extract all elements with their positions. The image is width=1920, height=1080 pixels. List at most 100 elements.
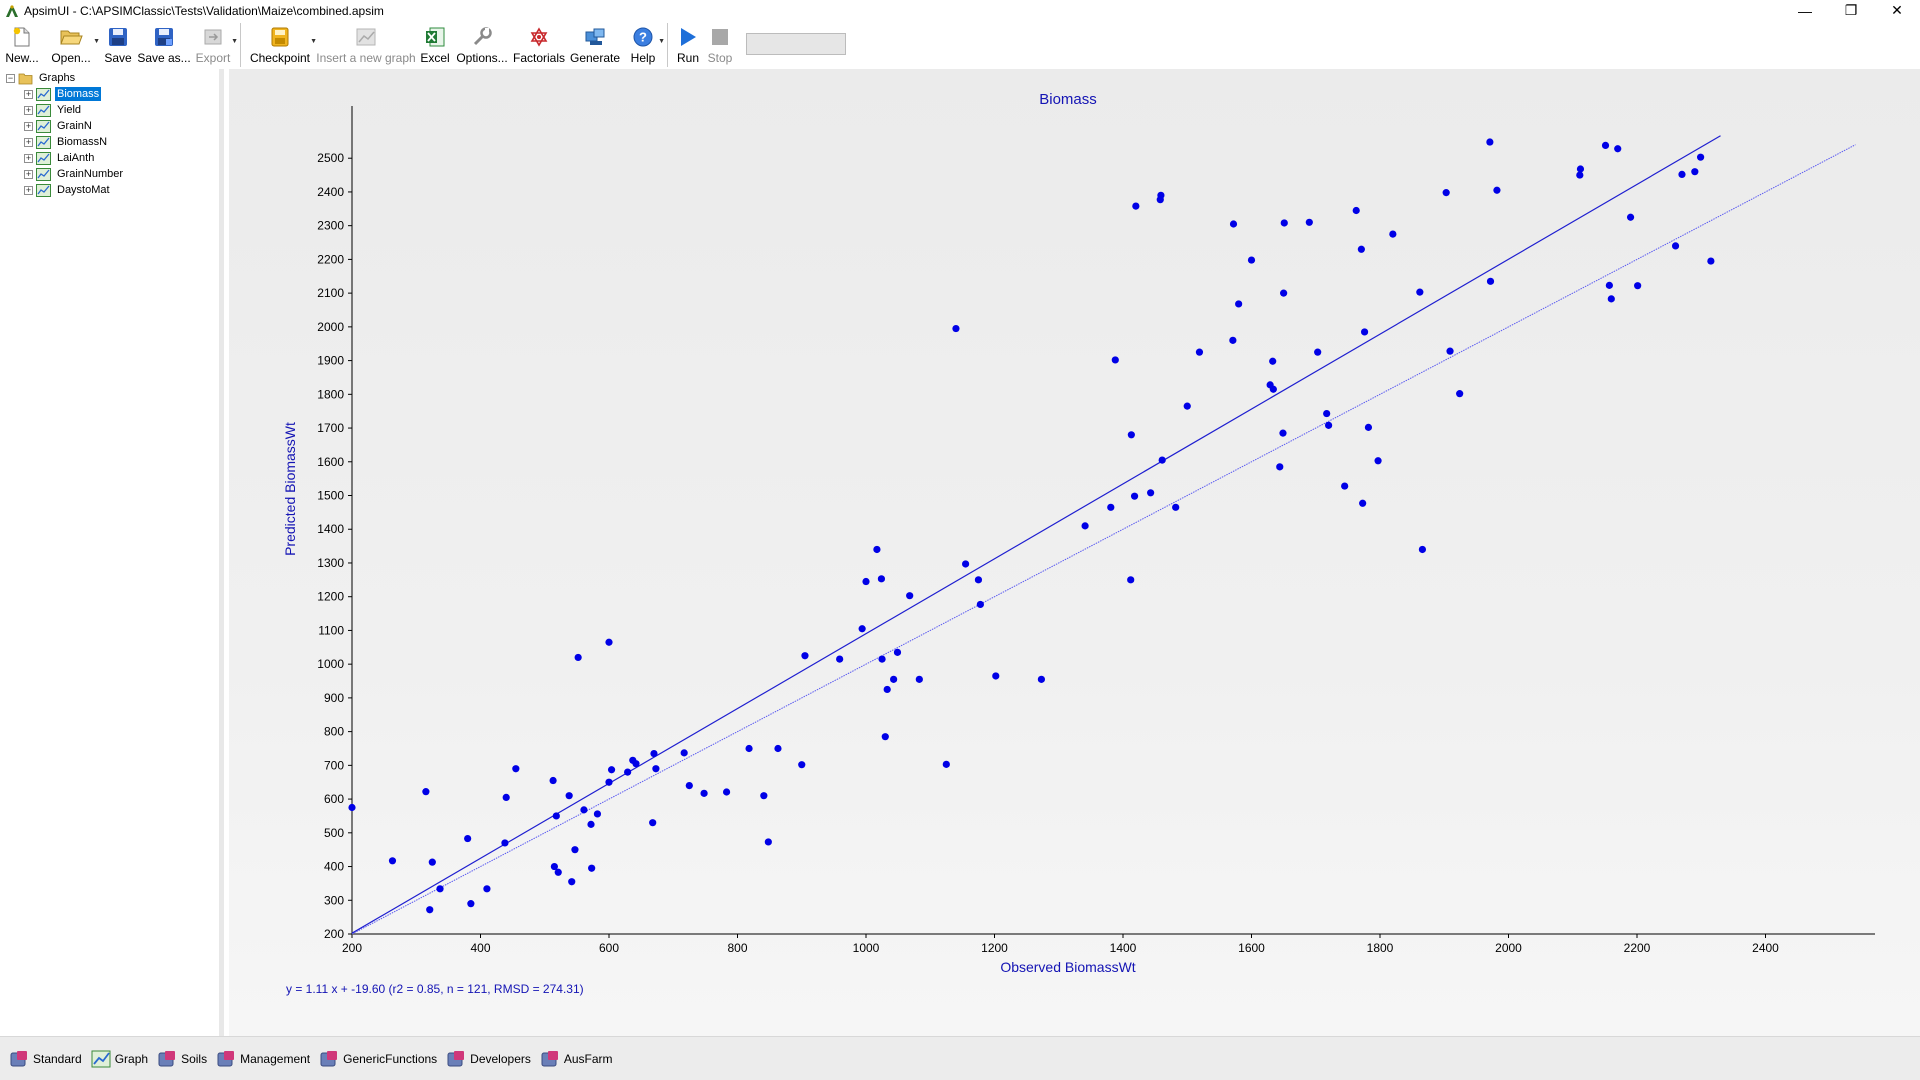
help-button[interactable]: ? Help ▼ (623, 21, 665, 69)
open-label: Open... (51, 51, 91, 65)
tree-item-graph[interactable]: + GrainNumber (0, 166, 219, 182)
toolbar-separator (240, 23, 241, 67)
graph-icon (36, 103, 52, 117)
data-point (1183, 402, 1191, 410)
data-point (680, 749, 688, 757)
excel-button[interactable]: Excel (417, 21, 453, 69)
data-point (1305, 218, 1313, 226)
restore-button[interactable]: ❐ (1844, 2, 1858, 18)
expand-icon[interactable]: + (24, 184, 33, 195)
tab-label: Developers (470, 1051, 531, 1066)
options-button[interactable]: Options... (453, 21, 511, 69)
x-tick-label: 2400 (1752, 941, 1779, 955)
data-point (593, 810, 602, 818)
data-point (1486, 138, 1494, 146)
tab-genericfunctions[interactable]: GenericFunctions (314, 1044, 441, 1074)
tab-developers[interactable]: Developers (441, 1044, 535, 1074)
save-button[interactable]: Save (98, 21, 138, 69)
new-button[interactable]: New... (0, 21, 44, 69)
data-point (1605, 281, 1613, 289)
data-point (1314, 348, 1322, 356)
help-label: Help (630, 51, 656, 65)
data-point (650, 749, 658, 758)
excel-label: Excel (420, 51, 450, 65)
export-dropdown-icon[interactable]: ▼ (231, 38, 238, 45)
data-point (588, 864, 596, 872)
data-point (801, 652, 809, 660)
data-point (652, 765, 660, 773)
tree-root-graphs[interactable]: − Graphs (0, 70, 219, 86)
checkpoint-dropdown-icon[interactable]: ▼ (310, 38, 317, 45)
svg-text:?: ? (639, 30, 647, 45)
data-point (1229, 220, 1238, 228)
data-point (1195, 348, 1204, 356)
expand-icon[interactable]: + (24, 136, 33, 147)
data-point (483, 885, 491, 893)
stop-label: Stop (707, 51, 733, 65)
collapse-icon[interactable]: − (6, 72, 15, 83)
graph-icon (36, 183, 52, 197)
tree-item-graph[interactable]: + Yield (0, 102, 219, 118)
data-point (388, 857, 397, 865)
simulation-tree: − Graphs + Biomass + Yield + GrainN + BiomassN +… (0, 69, 224, 1036)
expand-icon[interactable]: + (24, 88, 33, 99)
open-folder-icon (59, 25, 83, 49)
data-point (1416, 288, 1424, 296)
expand-icon[interactable]: + (24, 152, 33, 163)
tree-item-label: Yield (57, 104, 82, 116)
x-tick-label: 1600 (1238, 941, 1265, 955)
toolbox-icon (318, 1048, 340, 1070)
tab-graph[interactable]: Graph (86, 1044, 152, 1074)
tab-ausfarm[interactable]: AusFarm (535, 1044, 617, 1074)
x-tick-label: 2200 (1624, 941, 1651, 955)
expand-icon[interactable]: + (24, 168, 33, 179)
x-tick-label: 1800 (1367, 941, 1394, 955)
tree-item-graph[interactable]: + DaystoMat (0, 182, 219, 198)
help-dropdown-icon[interactable]: ▼ (658, 38, 665, 45)
save-as-button[interactable]: Save as... (137, 21, 191, 69)
run-button[interactable]: Run (672, 21, 704, 69)
data-point (624, 768, 632, 776)
y-tick-label: 2500 (317, 151, 344, 165)
x-tick-label: 200 (342, 941, 362, 955)
expand-icon[interactable]: + (24, 120, 33, 131)
stop-button[interactable]: Stop (704, 21, 736, 69)
data-point (1269, 357, 1277, 365)
tab-management[interactable]: Management (211, 1044, 314, 1074)
data-point (1127, 576, 1135, 584)
y-tick-label: 500 (324, 826, 344, 840)
open-dropdown-icon[interactable]: ▼ (93, 38, 100, 45)
graph-icon (36, 167, 52, 181)
data-point (764, 838, 772, 846)
close-button[interactable]: ✕ (1891, 2, 1903, 18)
tab-standard[interactable]: Standard (4, 1044, 86, 1074)
y-tick-label: 1000 (317, 657, 344, 671)
save-as-icon (152, 25, 176, 49)
tree-item-graph[interactable]: + LaiAnth (0, 150, 219, 166)
data-point (1280, 219, 1288, 227)
window-title: ApsimUI - C:\APSIMClassic\Tests\Validati… (24, 3, 384, 18)
open-button[interactable]: Open... ▼ (44, 21, 100, 69)
regression-line (351, 135, 1721, 934)
tab-soils[interactable]: Soils (152, 1044, 211, 1074)
data-point (1359, 499, 1367, 507)
y-tick-label: 400 (324, 860, 344, 874)
tab-label: AusFarm (563, 1051, 613, 1066)
tree-item-graph[interactable]: + BiomassN (0, 134, 219, 150)
data-point (878, 655, 886, 663)
expand-icon[interactable]: + (24, 104, 33, 115)
generate-button[interactable]: Generate (567, 21, 623, 69)
tab-label: Soils (181, 1051, 208, 1066)
factorials-button[interactable]: Factorials (511, 21, 567, 69)
data-point (1157, 191, 1165, 199)
tree-children: + Biomass + Yield + GrainN + BiomassN + LaiAnth + G… (0, 86, 219, 198)
toolbox-icon (539, 1048, 561, 1070)
tree-item-graph[interactable]: + Biomass (0, 86, 219, 102)
run-progress-bar (746, 33, 846, 55)
export-button[interactable]: Export ▼ (190, 21, 238, 69)
insert-graph-button[interactable]: Insert a new graph (315, 21, 417, 69)
y-tick-label: 900 (324, 691, 344, 705)
checkpoint-button[interactable]: Checkpoint ▼ (245, 21, 317, 69)
minimize-button[interactable]: — (1798, 2, 1812, 19)
tree-item-graph[interactable]: + GrainN (0, 118, 219, 134)
